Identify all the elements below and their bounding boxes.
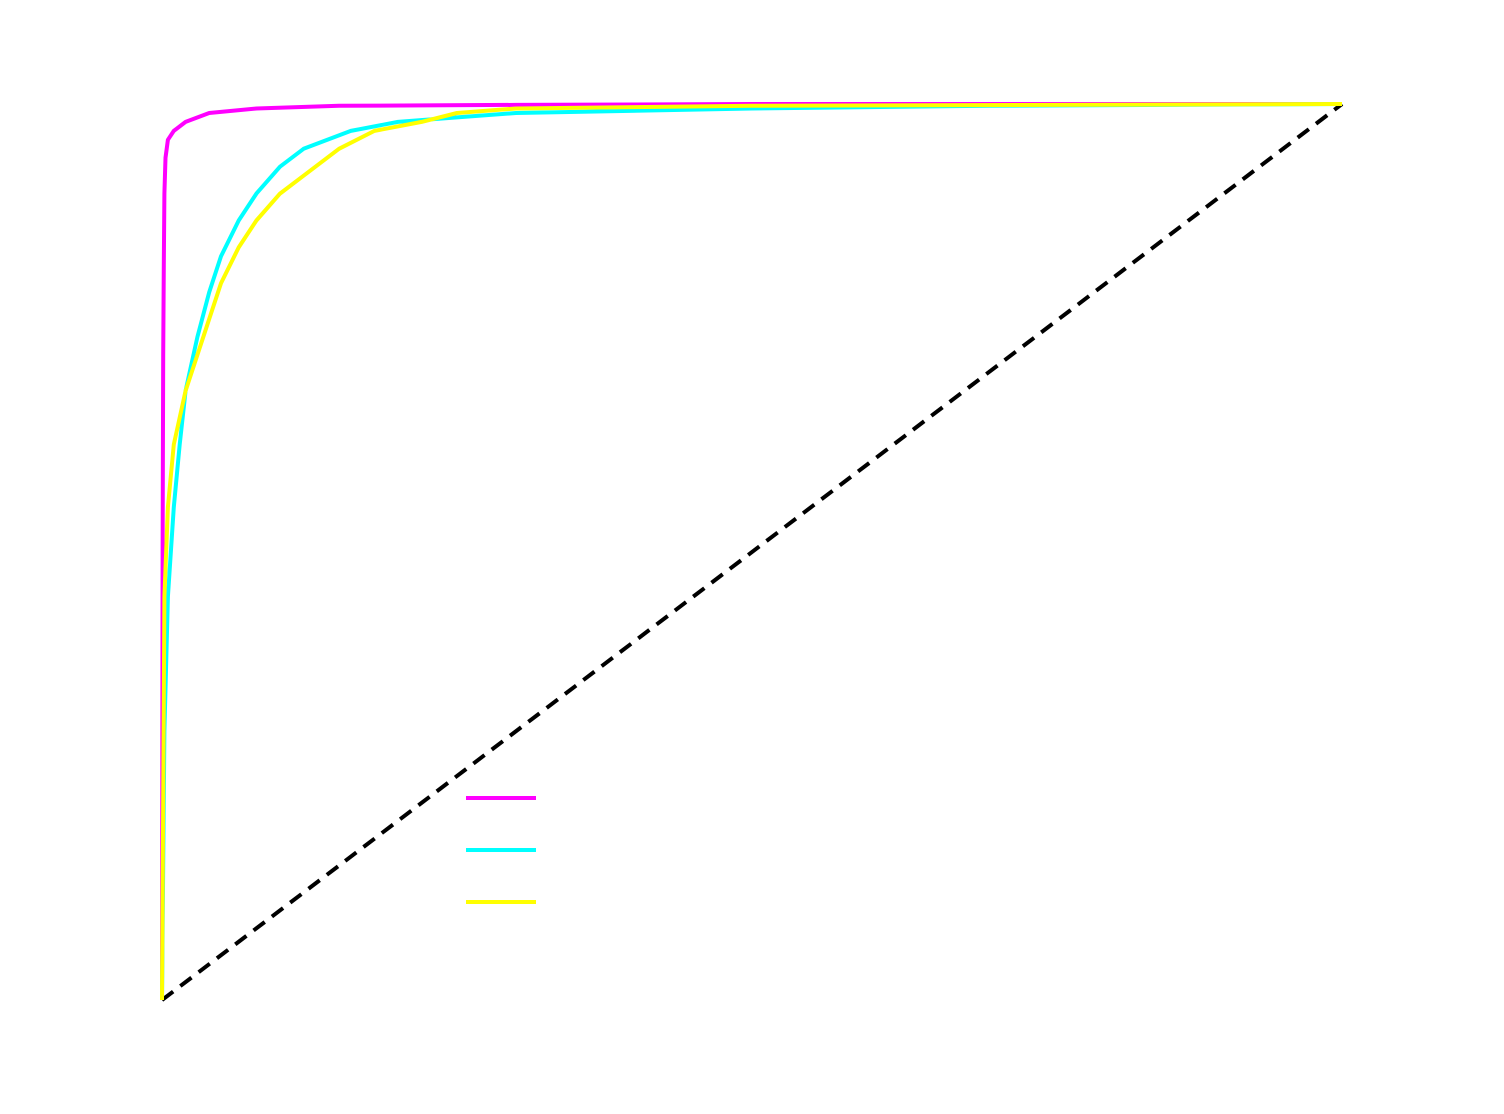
legend	[466, 796, 536, 904]
series-lines	[160, 102, 1344, 1002]
series-line-1	[160, 102, 1342, 1001]
series-line-2	[160, 102, 1343, 1001]
chance-diagonal-line	[160, 102, 1344, 1002]
series-line-3	[160, 102, 1343, 1001]
